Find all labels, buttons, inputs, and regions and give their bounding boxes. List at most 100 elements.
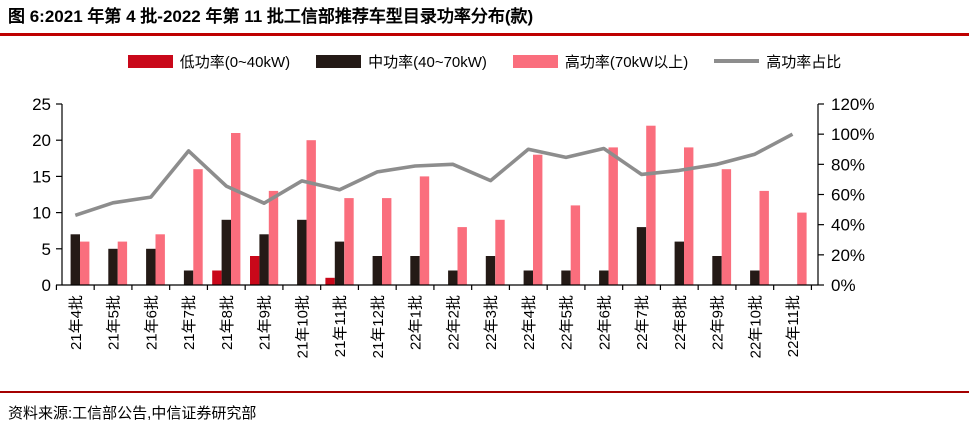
x-axis-category-label: 22年8批 [672,295,689,350]
legend-swatch-low [127,54,173,68]
bar-mid-21年9批 [259,234,269,285]
bar-high-22年5批 [570,205,581,285]
legend-swatch-mid [316,54,362,68]
legend-swatch-ratio [714,59,760,63]
legend-item-ratio: 高功率占比 [714,51,841,72]
x-axis-category-label: 21年6批 [143,295,160,350]
y-left-tick-label: 15 [32,167,51,186]
bar-mid-21年12批 [372,256,382,285]
x-axis-category-label: 22年4批 [521,295,538,350]
bar-high-21年8批 [231,133,241,285]
bar-low-21年8批 [212,270,222,285]
bar-mid-22年10批 [750,270,760,285]
bar-high-21年5批 [117,241,128,285]
x-axis-category-label: 22年10批 [747,295,764,358]
chart-legend: 低功率(0~40kW) 中功率(40~70kW) 高功率(70kW以上) 高功率占比 [0,50,969,72]
legend-label-low: 低功率(0~40kW) [179,53,291,71]
bar-high-21年4批 [80,241,90,285]
high-power-ratio-line [74,132,794,218]
y-right-tick-label: 0% [831,276,856,295]
source-text: 资料来源:工信部公告,中信证券研究部 [8,405,257,422]
source-bar: 资料来源:工信部公告,中信证券研究部 [0,393,969,423]
y-right-tick-label: 60% [831,186,865,205]
bar-high-22年2批 [457,227,467,285]
bar-mid-22年2批 [448,270,458,285]
y-right-tick-label: 20% [831,246,865,265]
bar-low-21年11批 [325,277,335,285]
bar-mid-22年7批 [636,227,647,285]
bar-high-22年7批 [646,125,656,285]
legend-item-low: 低功率(0~40kW) [127,51,291,72]
x-axis-category-label: 21年5批 [106,295,123,350]
bar-mid-21年4批 [70,234,80,285]
x-axis-category-label: 22年11批 [785,295,802,357]
legend-item-mid: 中功率(40~70kW) [316,51,487,72]
bar-mid-21年6批 [146,248,156,285]
x-axis-category-label: 21年9批 [257,295,274,350]
source-rule [0,391,969,393]
x-axis-category-label: 22年3批 [483,295,500,350]
y-left-tick-label: 10 [32,204,51,223]
bars-layer [70,125,807,285]
figure-title-bar: 图 6:2021 年第 4 批-2022 年第 11 批工信部推荐车型目录功率分… [0,0,969,33]
bar-high-21年7批 [193,169,203,285]
bar-mid-22年6批 [599,270,609,285]
x-axis-category-label: 21年8批 [219,295,236,350]
bar-high-21年11批 [344,198,354,285]
bar-mid-22年1批 [410,256,420,285]
bar-mid-22年9批 [712,256,722,285]
bar-high-22年8批 [684,147,694,285]
axes [55,103,824,290]
bar-mid-22年8批 [674,241,684,285]
x-axis-category-label: 21年7批 [181,295,198,350]
y-right-tick-label: 80% [831,155,865,174]
bar-high-22年6批 [608,147,618,285]
bar-high-22年4批 [533,154,543,285]
y-left-tick-label: 0 [42,276,51,295]
bar-mid-21年5批 [108,248,118,285]
bar-mid-21年7批 [183,270,194,285]
legend-label-mid: 中功率(40~70kW) [368,53,487,71]
bar-mid-21年8批 [221,219,231,285]
x-axis-category-label: 22年1批 [408,295,425,350]
x-axis-category-label: 22年6批 [596,295,613,350]
x-axis-category-label: 22年7批 [634,295,651,350]
x-axis-category-label: 21年12批 [370,295,387,358]
bar-high-21年10批 [306,140,316,285]
x-axis-category-label: 22年2批 [445,295,462,350]
figure-title: 图 6:2021 年第 4 批-2022 年第 11 批工信部推荐车型目录功率分… [8,7,534,26]
bar-high-22年10批 [759,190,769,285]
y-left-tick-label: 25 [32,95,51,114]
x-axis-labels: 21年4批 21年5批 21年6批 21年7批 21年8批 21年9批 21年10批 21年1… [68,295,802,358]
bar-high-21年6批 [155,234,165,285]
bar-low-21年9批 [250,256,260,285]
x-axis-category-label: 22年5批 [559,295,576,350]
bar-high-22年1批 [419,176,430,285]
x-axis-category-label: 22年9批 [710,295,727,350]
legend-label-ratio: 高功率占比 [766,53,842,71]
y-left-tick-label: 5 [42,240,51,259]
bar-high-21年12批 [382,198,392,285]
x-axis-category-label: 21年11批 [332,295,349,357]
y-right-tick-label: 100% [831,125,874,144]
legend-swatch-high [512,54,558,68]
y-right-tick-label: 120% [831,95,874,114]
bar-mid-21年11批 [334,241,345,285]
bar-high-22年9批 [721,169,732,285]
bar-mid-22年4批 [523,270,533,285]
bar-high-21年9批 [268,190,279,285]
bar-mid-22年3批 [485,256,496,285]
legend-label-high: 高功率(70kW以上) [564,53,689,71]
bar-high-22年11批 [797,212,807,285]
bar-mid-22年5批 [561,270,571,285]
legend-item-high: 高功率(70kW以上) [512,51,689,72]
bar-high-22年3批 [495,219,505,285]
bar-mid-21年10批 [297,219,307,285]
x-axis-category-label: 21年10批 [294,295,311,358]
title-rule [0,33,969,36]
chart-area: 0 5 10 15 20 25 0% 20% 40% 60% 80% 100% 120% 21年4批 21年… [0,86,969,391]
y-right-tick-label: 40% [831,216,865,235]
x-axis-category-label: 21年4批 [68,295,85,350]
y-left-tick-label: 20 [32,131,51,150]
